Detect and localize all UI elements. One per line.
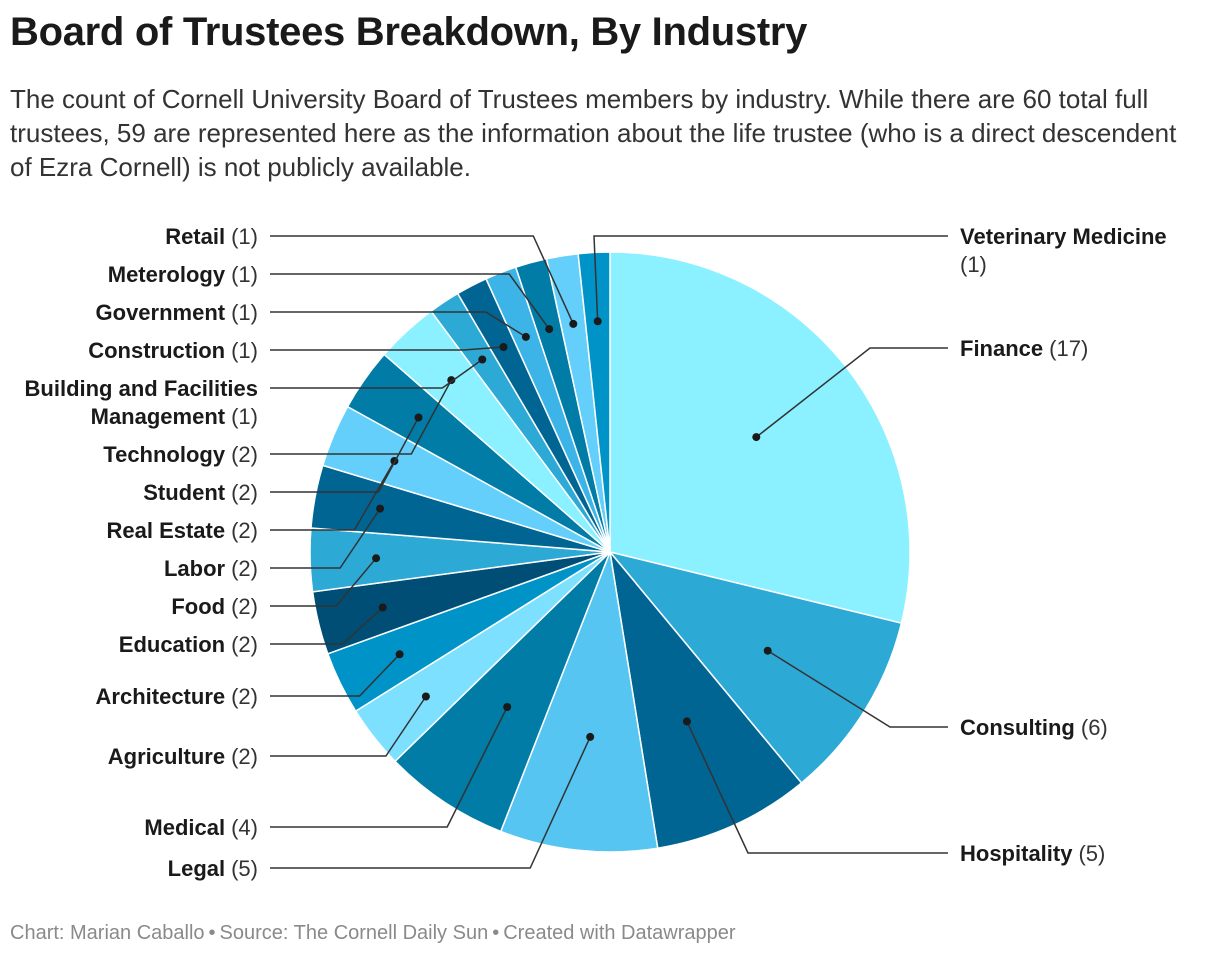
leader-line [767, 650, 948, 728]
leader-line [270, 358, 483, 389]
leader-dot [478, 355, 487, 364]
slice-label: Medical (4) [144, 815, 258, 840]
leader-dot [378, 603, 387, 612]
pie-slice-hospitality [608, 549, 803, 850]
leader-line [270, 653, 401, 697]
leader-line [755, 347, 948, 438]
leader-line [270, 508, 381, 569]
leader-dot [499, 343, 508, 351]
leader-dot [376, 504, 385, 513]
slice-label: Veterinary Medicine [960, 224, 1167, 249]
slice-label: Building and Facilities [25, 376, 258, 401]
label-leader-lines [270, 235, 948, 869]
slice-label: Agriculture (2) [108, 744, 258, 769]
leader-dot [395, 650, 404, 659]
leader-dot [586, 732, 595, 741]
leader-dot [421, 692, 430, 701]
chart-subtitle: The count of Cornell University Board of… [10, 84, 1177, 182]
leader-dot [682, 717, 691, 726]
slice-label: Food (2) [171, 594, 258, 619]
leader-line [270, 706, 508, 828]
leader-dot [414, 413, 423, 422]
footer-separator: • [492, 922, 500, 944]
chart-footer: Chart: Marian Caballo • Source: The Cornel… [10, 922, 736, 945]
slice-label: Legal (5) [168, 856, 258, 881]
slice-label: Government (1) [96, 300, 258, 325]
pie-slices [309, 251, 911, 853]
tool-credit: Created with Datawrapper [503, 922, 736, 944]
slice-label: Retail (1) [165, 224, 258, 249]
leader-dot [569, 319, 578, 328]
leader-line [270, 460, 396, 531]
leader-line [686, 721, 948, 854]
leader-dot [503, 703, 512, 711]
footer-separator: • [208, 922, 216, 944]
leader-line [270, 417, 420, 493]
leader-dot [752, 433, 761, 442]
chart-credit: Chart: Marian Caballo [10, 922, 205, 944]
leader-dot [593, 317, 602, 326]
slice-label: Labor (2) [164, 556, 258, 581]
leader-dot [763, 646, 772, 655]
data-source: Source: The Cornell Daily Sun [219, 922, 489, 944]
leader-line [593, 235, 948, 322]
leader-line [270, 696, 427, 757]
slice-label: Real Estate (2) [106, 518, 258, 543]
slice-label: Architecture (2) [96, 684, 258, 709]
slice-label-line2: Management (1) [91, 404, 258, 429]
leader-line [270, 273, 550, 330]
slice-label: Student (2) [143, 480, 258, 505]
slice-label: Construction (1) [88, 338, 258, 363]
leader-line [270, 736, 591, 869]
slice-label: Technology (2) [103, 442, 258, 467]
slice-label: Consulting (6) [960, 715, 1108, 740]
leader-line [270, 379, 452, 455]
leader-line [270, 235, 574, 325]
slice-label: Hospitality (5) [960, 841, 1105, 866]
leader-dot [521, 332, 530, 341]
leader-line [270, 606, 384, 645]
leader-line [270, 346, 504, 351]
slice-labels: Finance (17) Consulting (6) Hospitality (5) Le… [25, 224, 1167, 881]
slice-label: Finance (17) [960, 336, 1088, 361]
pie-slice-legal [499, 549, 659, 853]
chart-title: Board of Trustees Breakdown, By Industry [10, 10, 808, 54]
slice-label: Meterology (1) [108, 262, 258, 287]
leader-line [270, 557, 377, 607]
slice-label: Education (2) [119, 632, 258, 657]
pie-slice-medical [393, 551, 611, 833]
slice-label-count: (1) [960, 252, 987, 277]
leader-dot [545, 325, 554, 334]
leader-line [270, 311, 527, 338]
leader-dot [372, 554, 381, 563]
